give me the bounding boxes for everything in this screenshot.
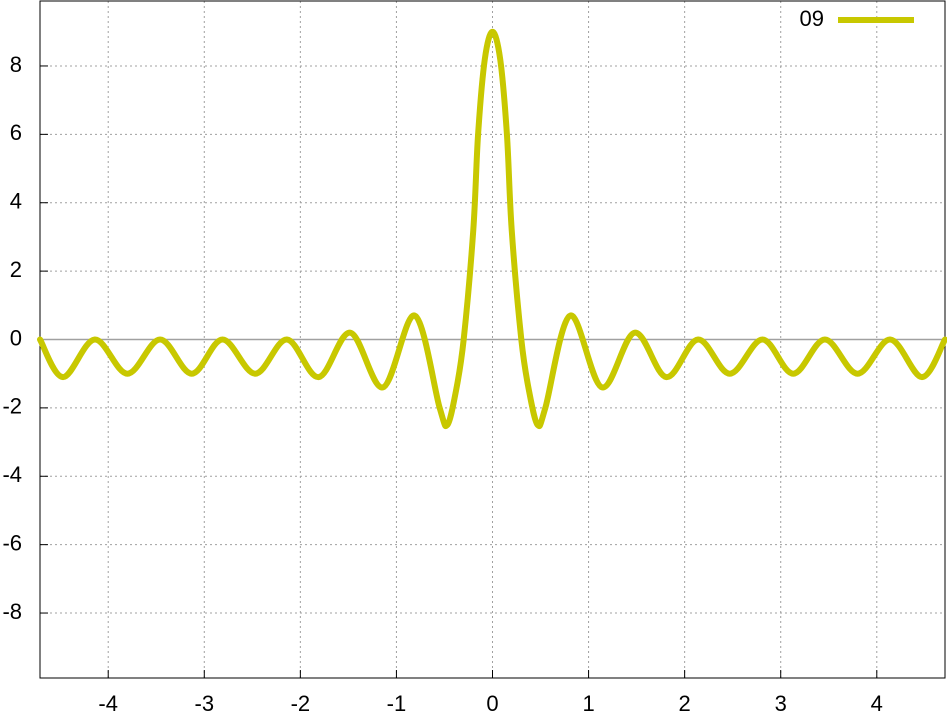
y-tick-label: 2 [10,257,22,282]
x-tick-label: -4 [98,691,118,714]
y-tick-label: 4 [10,189,22,214]
x-tick-label: -1 [387,691,407,714]
x-tick-label: 0 [486,691,498,714]
data-line [37,28,947,430]
x-tick-label: -3 [195,691,215,714]
y-tick-label: 6 [10,120,22,145]
y-tick-label: -4 [2,462,22,487]
x-tick-label: -2 [291,691,311,714]
y-tick-label: 0 [10,325,22,350]
x-tick-label: 1 [582,691,594,714]
x-tick-label: 2 [679,691,691,714]
y-tick-label: -6 [2,530,22,555]
x-tick-label: 3 [775,691,787,714]
y-tick-label: -2 [2,394,22,419]
y-tick-label: -8 [2,599,22,624]
x-tick-label: 4 [871,691,883,714]
legend-label: 09 [800,6,824,31]
y-tick-label: 8 [10,52,22,77]
